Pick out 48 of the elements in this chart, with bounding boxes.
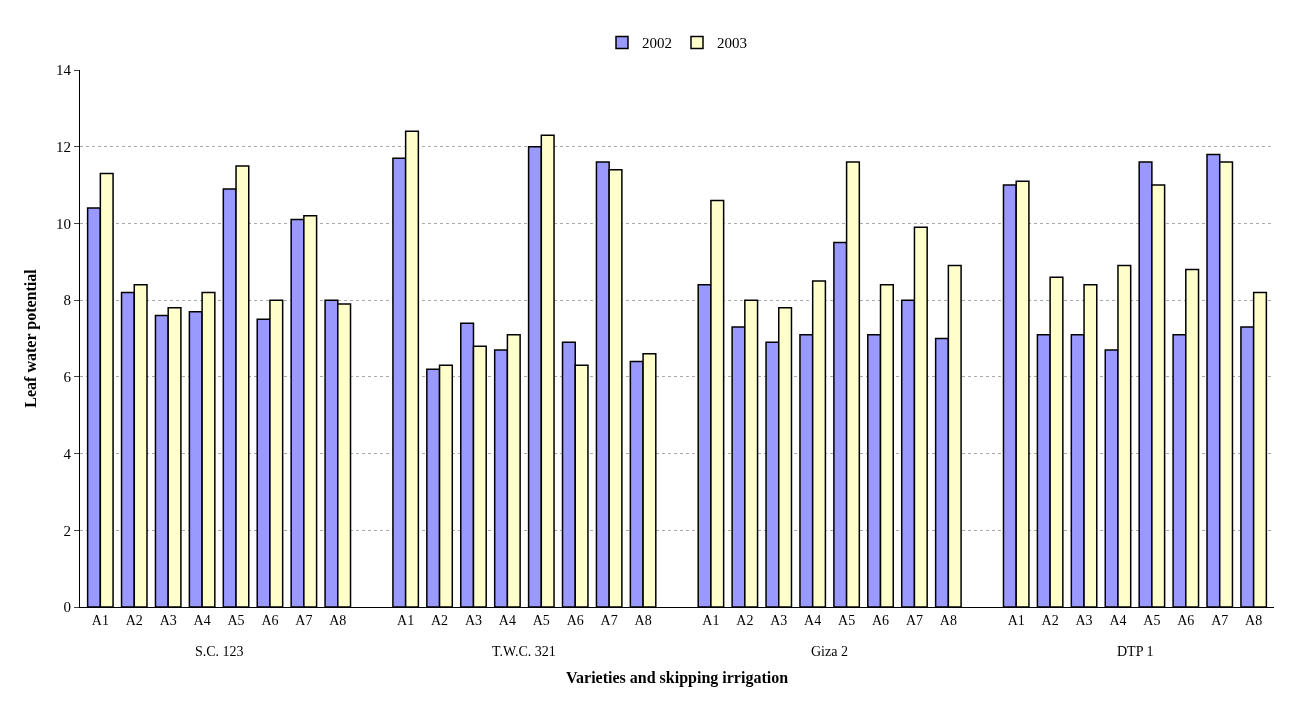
x-tick-label: A3 xyxy=(1075,612,1093,628)
x-tick-label: A1 xyxy=(702,612,720,628)
x-tick-label: A5 xyxy=(227,612,245,628)
text: Giza 2 xyxy=(811,644,848,659)
y-tick-label: 14 xyxy=(56,62,72,79)
y-tick-label: 6 xyxy=(63,369,72,386)
x-tick-label: A3 xyxy=(159,612,177,628)
x-axis-title: Varieties and skipping irrigation xyxy=(565,669,789,688)
y-tick-label: 8 xyxy=(63,292,71,309)
x-tick-label: A2 xyxy=(736,612,754,628)
x-tick-label: A7 xyxy=(295,612,313,628)
x-tick-label: A7 xyxy=(1211,612,1229,628)
text: S.C. 123 xyxy=(195,644,244,659)
x-tick-label: A4 xyxy=(193,612,211,628)
x-tick-label: A1 xyxy=(1007,612,1025,628)
x-tick-label: A7 xyxy=(905,612,923,628)
x-tick-label: A7 xyxy=(600,612,618,628)
legend-label: 2003 xyxy=(717,35,747,52)
y-tick-label: 10 xyxy=(56,215,71,232)
x-tick-label: A6 xyxy=(871,612,890,628)
text: T.W.C. 321 xyxy=(492,644,556,659)
y-tick-label: 12 xyxy=(56,138,71,155)
text: DTP 1 xyxy=(1117,644,1154,659)
x-tick-label: A1 xyxy=(91,612,109,628)
x-tick-label: A1 xyxy=(397,612,415,628)
y-tick-label: 2 xyxy=(63,522,71,539)
x-tick-label: A3 xyxy=(770,612,788,628)
x-tick-label: A6 xyxy=(1177,612,1195,628)
y-tick-label: 0 xyxy=(63,599,71,616)
x-tick-label: A3 xyxy=(464,612,483,628)
x-tick-label: A6 xyxy=(261,612,279,628)
x-tick-label: A6 xyxy=(566,612,584,628)
x-tick-label: A2 xyxy=(431,612,449,628)
x-tick-label: A8 xyxy=(1245,612,1263,628)
x-tick-label: A4 xyxy=(1109,612,1127,628)
x-tick-label: A5 xyxy=(838,612,856,628)
x-tick-label: A2 xyxy=(1041,612,1059,628)
x-tick-label: A8 xyxy=(634,612,652,628)
x-tick-label: A5 xyxy=(532,612,550,628)
legend-label: 2002 xyxy=(642,35,672,52)
y-tick-label: 4 xyxy=(63,445,72,462)
x-tick-label: A2 xyxy=(125,612,143,628)
x-tick-label: A4 xyxy=(804,612,822,628)
x-tick-label: A8 xyxy=(939,612,957,628)
x-tick-label: A5 xyxy=(1143,612,1161,628)
x-tick-label: A4 xyxy=(498,612,516,628)
y-axis-title: Leaf water potential xyxy=(21,268,40,408)
x-tick-label: A8 xyxy=(329,612,347,628)
